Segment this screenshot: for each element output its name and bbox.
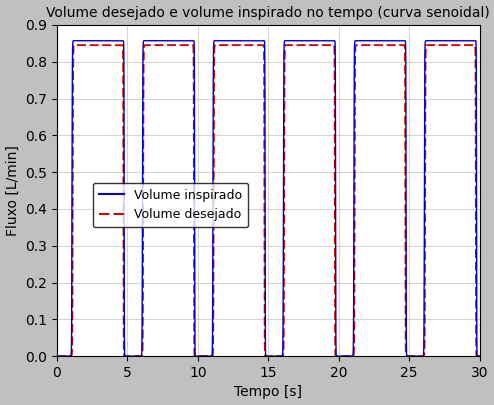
Legend: Volume inspirado, Volume desejado: Volume inspirado, Volume desejado	[93, 183, 248, 227]
X-axis label: Tempo [s]: Tempo [s]	[234, 386, 302, 399]
Y-axis label: Fluxo [L/min]: Fluxo [L/min]	[5, 145, 20, 236]
Title: Volume desejado e volume inspirado no tempo (curva senoidal): Volume desejado e volume inspirado no te…	[46, 6, 490, 19]
